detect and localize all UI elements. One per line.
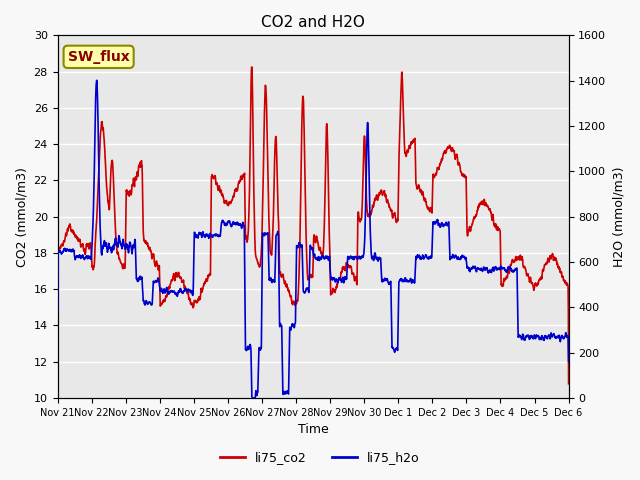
X-axis label: Time: Time xyxy=(298,423,328,436)
Title: CO2 and H2O: CO2 and H2O xyxy=(261,15,365,30)
Y-axis label: CO2 (mmol/m3): CO2 (mmol/m3) xyxy=(15,167,28,266)
Legend: li75_co2, li75_h2o: li75_co2, li75_h2o xyxy=(215,446,425,469)
Text: SW_flux: SW_flux xyxy=(68,50,129,64)
Y-axis label: H2O (mmol/m3): H2O (mmol/m3) xyxy=(612,167,625,267)
